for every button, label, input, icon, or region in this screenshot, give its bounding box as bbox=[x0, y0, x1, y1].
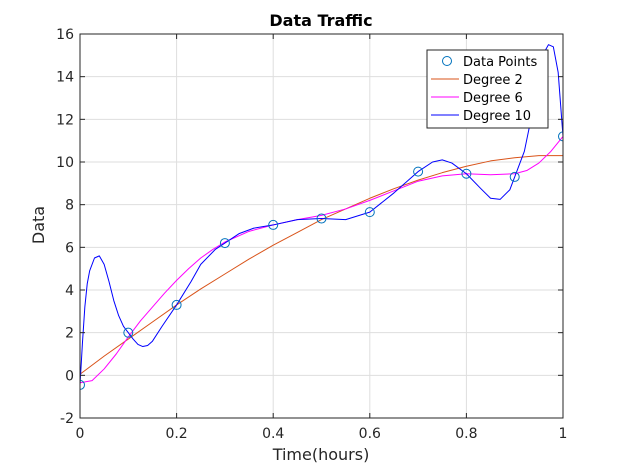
data-point bbox=[509, 171, 520, 182]
y-tick-label: 4 bbox=[65, 283, 74, 299]
y-tick-label: 14 bbox=[56, 70, 74, 86]
data-point bbox=[171, 299, 182, 310]
y-tick-label: 8 bbox=[65, 198, 74, 214]
data-point bbox=[558, 131, 563, 142]
x-tick-label: 0 bbox=[76, 426, 85, 442]
legend-label: Data Points bbox=[463, 55, 537, 70]
y-tick-label: -2 bbox=[60, 411, 74, 427]
chart-title: Data Traffic bbox=[269, 11, 372, 30]
y-tick-label: 12 bbox=[56, 112, 74, 128]
data-point bbox=[413, 166, 424, 177]
y-tick-label: 10 bbox=[56, 155, 74, 171]
series-line-degree-10 bbox=[80, 44, 563, 385]
data-point bbox=[123, 327, 134, 338]
y-tick-label: 6 bbox=[65, 240, 74, 256]
legend-marker bbox=[442, 56, 452, 66]
legend-label: Degree 2 bbox=[463, 73, 523, 88]
grid bbox=[79, 33, 564, 419]
x-tick-label: 1 bbox=[559, 426, 568, 442]
y-tick-label: 2 bbox=[65, 326, 74, 342]
x-axis-label: Time(hours) bbox=[272, 445, 370, 464]
data-point bbox=[461, 168, 472, 179]
x-tick-label: 0.2 bbox=[165, 426, 187, 442]
data-point bbox=[268, 219, 279, 230]
x-tick-label: 0.8 bbox=[455, 426, 477, 442]
x-tick-label: 0.4 bbox=[262, 426, 284, 442]
y-tick-label: 0 bbox=[65, 368, 74, 384]
y-tick-label: 16 bbox=[56, 27, 74, 43]
series-group bbox=[80, 44, 563, 390]
axes-box bbox=[79, 33, 564, 419]
legend-label: Degree 10 bbox=[463, 109, 531, 124]
data-point bbox=[364, 207, 375, 218]
y-axis-label: Data bbox=[29, 206, 48, 244]
series-line-degree-2 bbox=[80, 155, 563, 375]
data-point bbox=[316, 213, 327, 224]
data-point bbox=[219, 238, 230, 249]
legend: Data Points Degree 2 Degree 6 Degree 10 bbox=[426, 49, 549, 129]
legend-label: Degree 6 bbox=[463, 91, 523, 106]
data-point bbox=[80, 379, 85, 390]
x-tick-label: 0.6 bbox=[359, 426, 381, 442]
